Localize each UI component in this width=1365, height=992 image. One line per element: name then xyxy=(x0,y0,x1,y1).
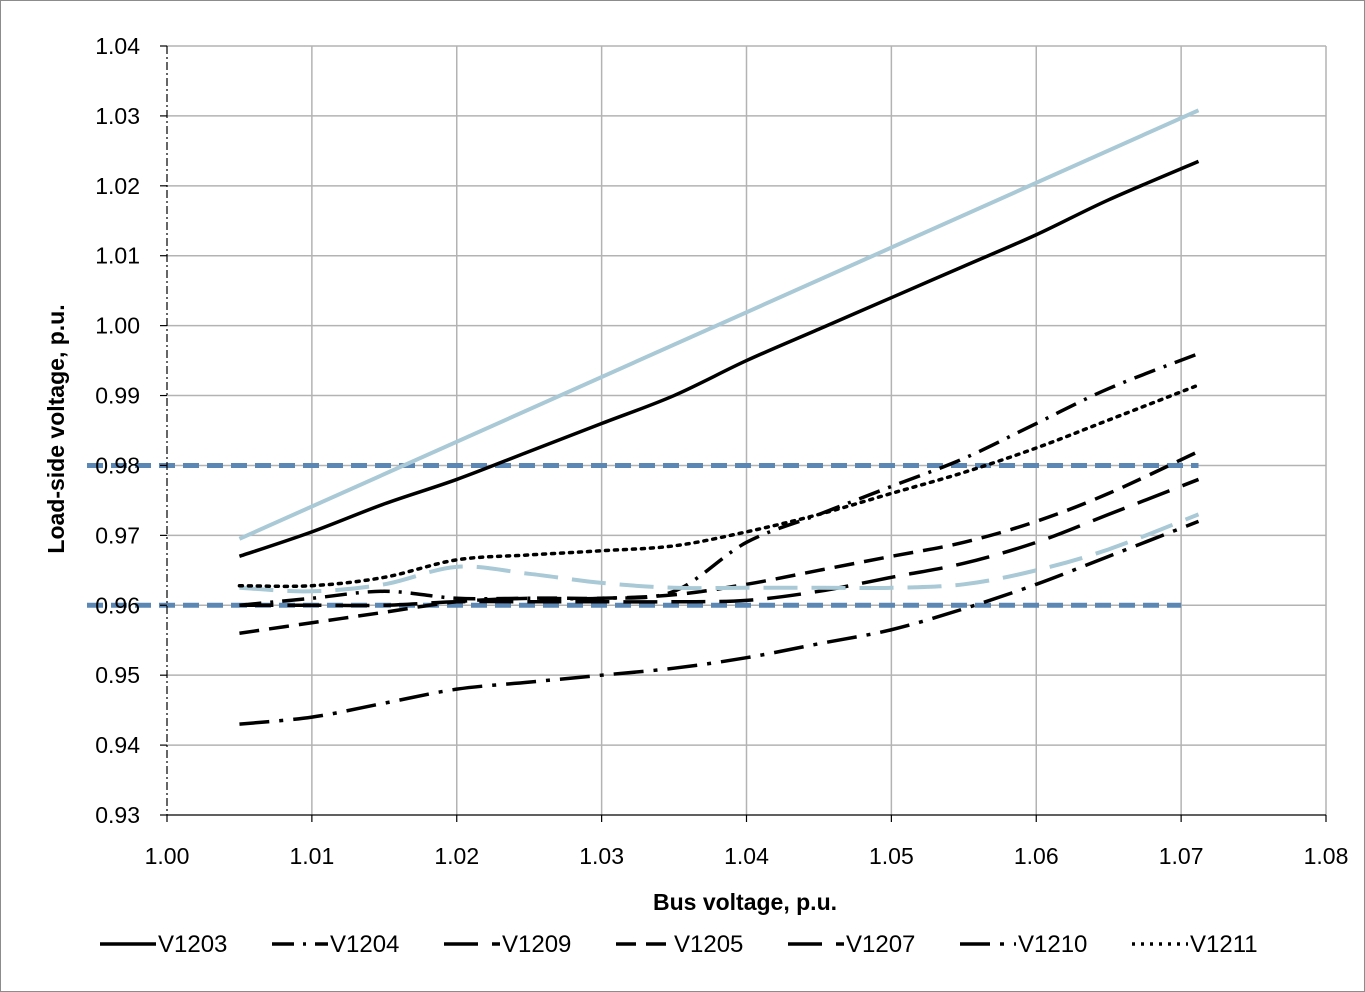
series-line-v1209 xyxy=(239,477,1200,608)
grid xyxy=(167,45,1327,815)
x-tick-label: 1.02 xyxy=(434,843,479,869)
x-tick-label: 1.00 xyxy=(145,843,190,869)
y-tick-label: 1.01 xyxy=(95,243,140,269)
x-tick-label: 1.04 xyxy=(724,843,769,869)
series-line-v1203 xyxy=(238,159,1200,558)
x-tick-label: 1.05 xyxy=(869,843,914,869)
x-tick-label: 1.07 xyxy=(1159,843,1204,869)
y-tick-label: 0.99 xyxy=(95,383,140,409)
y-tick-label: 1.00 xyxy=(95,313,140,339)
y-tick-label: 0.98 xyxy=(95,452,140,478)
y-tick-label: 1.02 xyxy=(95,173,140,199)
x-tick-label: 1.08 xyxy=(1304,843,1349,869)
series-line-unlabeled xyxy=(238,108,1200,541)
y-tick-label: 0.93 xyxy=(95,802,140,828)
y-tick-label: 0.95 xyxy=(95,662,140,688)
y-tick-label: 1.03 xyxy=(95,103,140,129)
legend: V1203 V1204 V1209 V1205 V1207 V1210 V1211 xyxy=(100,931,1258,958)
legend-label: V1203 xyxy=(158,931,227,958)
series-line-v1204 xyxy=(239,351,1200,608)
series-line-v1207 xyxy=(239,512,1200,594)
y-tick-label: 0.96 xyxy=(95,592,140,618)
axes: 1.00 1.01 1.02 1.03 1.04 1.05 1.06 1.07 1.08 0.93… xyxy=(95,33,1348,869)
y-tick-label: 1.04 xyxy=(95,33,140,59)
x-tick-label: 1.06 xyxy=(1014,843,1059,869)
y-tick-label: 0.97 xyxy=(95,522,140,548)
legend-label: V1204 xyxy=(330,931,399,958)
series-line-v1210 xyxy=(239,519,1200,726)
series-line-v1211 xyxy=(237,383,1201,589)
series-lines xyxy=(237,108,1201,726)
legend-label: V1205 xyxy=(674,931,743,958)
y-tick-label: 0.94 xyxy=(95,732,140,758)
x-axis-title: Bus voltage, p.u. xyxy=(653,889,837,915)
legend-label: V1209 xyxy=(502,931,571,958)
legend-label: V1210 xyxy=(1018,931,1087,958)
x-tick-label: 1.03 xyxy=(579,843,624,869)
legend-label: V1211 xyxy=(1190,931,1258,958)
legend-label: V1207 xyxy=(846,931,915,958)
x-tick-label: 1.01 xyxy=(289,843,334,869)
series-line-v1205 xyxy=(239,449,1200,635)
y-axis-title: Load-side voltage, p.u. xyxy=(43,304,69,553)
